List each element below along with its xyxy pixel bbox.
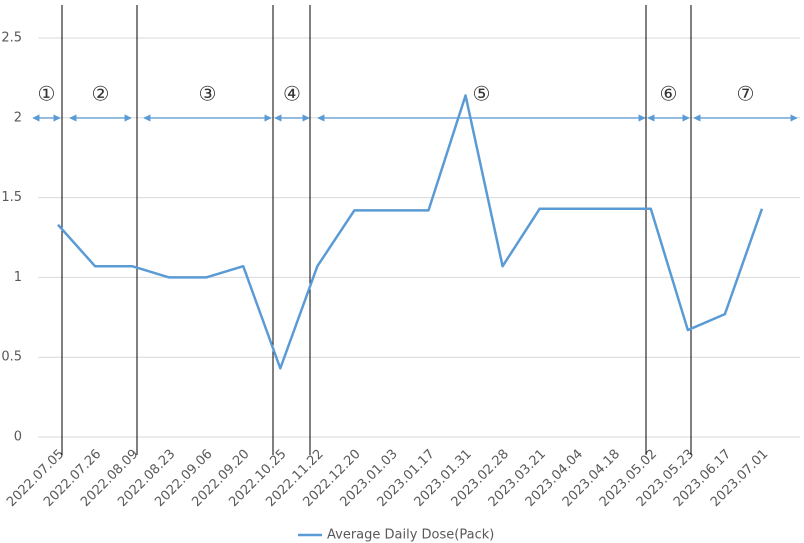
y-tick-label: 0.5 <box>1 350 22 365</box>
phase-label: ⑤ <box>473 82 491 106</box>
phase-label: ④ <box>283 82 301 106</box>
phase-label: ③ <box>199 82 217 106</box>
y-tick-label: 2 <box>14 110 22 125</box>
phase-label: ① <box>38 82 56 106</box>
y-tick-label: 0 <box>14 430 22 445</box>
phase-label: ⑥ <box>660 82 678 106</box>
phase-label: ② <box>92 82 110 106</box>
legend-label: Average Daily Dose(Pack) <box>327 528 494 543</box>
data-line <box>57 94 764 370</box>
y-tick-label: 1 <box>14 270 22 285</box>
y-tick-label: 2.5 <box>1 31 22 46</box>
phase-label: ⑦ <box>737 82 755 106</box>
y-tick-label: 1.5 <box>1 190 22 205</box>
